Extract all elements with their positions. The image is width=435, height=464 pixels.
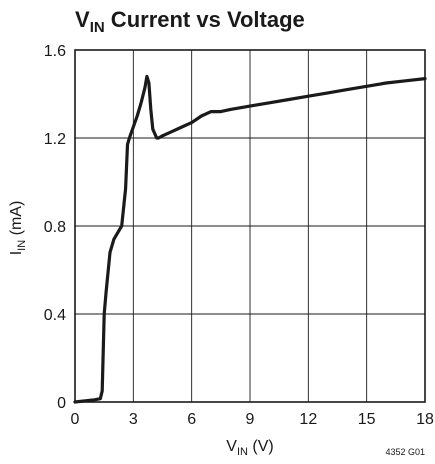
x-axis-label-subscript: IN [237, 446, 248, 458]
x-tick-label: 6 [187, 411, 196, 428]
x-axis-label: VIN (V) [226, 438, 273, 458]
y-tick-label: 1.2 [44, 131, 66, 148]
y-tick-labels: 0 0.4 0.8 1.2 1.6 [44, 43, 66, 412]
plot-frame [74, 49, 426, 403]
y-tick-label: 1.6 [44, 43, 66, 60]
grid-layer [74, 49, 426, 403]
x-tick-label: 12 [299, 411, 317, 428]
chart-title-subscript: IN [90, 19, 105, 36]
x-tick-labels: 0 3 6 9 12 15 18 [71, 411, 434, 428]
figure-code: 4352 G01 [385, 447, 425, 457]
x-axis-label-rest: (V) [248, 438, 274, 455]
chart-title: VIN Current vs Voltage [75, 7, 305, 36]
y-axis-label-subscript: IN [16, 240, 28, 251]
y-axis-label: IIN (mA) [8, 201, 28, 256]
series-line-iin [73, 74, 427, 404]
x-tick-label: 9 [246, 411, 255, 428]
y-axis-label-rest: (mA) [8, 201, 25, 240]
y-tick-label: 0 [57, 395, 66, 412]
x-tick-label: 18 [416, 411, 434, 428]
y-tick-label: 0.8 [44, 219, 66, 236]
chart-title-main: V [75, 7, 90, 32]
chart-title-rest: Current vs Voltage [105, 7, 305, 32]
x-axis-label-main: V [226, 438, 237, 455]
x-tick-label: 3 [129, 411, 138, 428]
x-tick-label: 0 [71, 411, 80, 428]
x-tick-label: 15 [358, 411, 376, 428]
y-tick-label: 0.4 [44, 307, 66, 324]
y-axis-label-main: I [8, 251, 25, 255]
